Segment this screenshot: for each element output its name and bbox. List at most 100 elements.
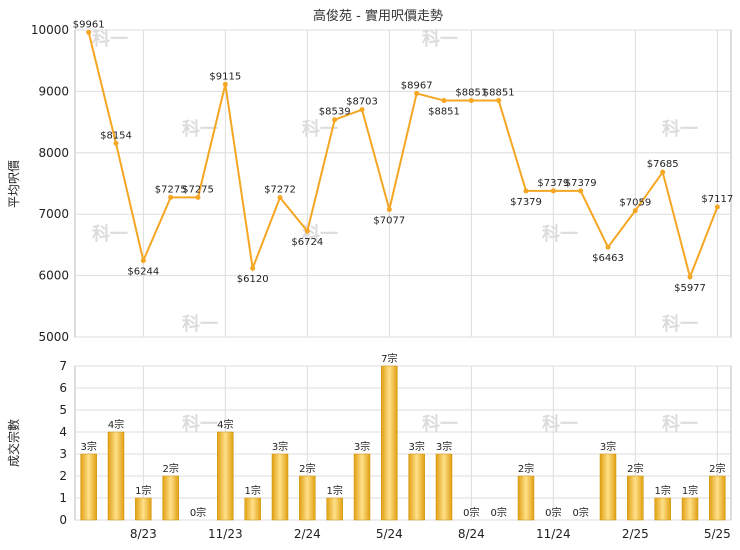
- price-point: [222, 81, 228, 87]
- line-plot-frame: [74, 29, 732, 338]
- price-data-label: $8967: [401, 80, 433, 91]
- x-tick-label: 2/25: [622, 527, 649, 541]
- price-data-label: $8539: [319, 107, 351, 118]
- x-tick-label: 11/23: [208, 527, 243, 541]
- price-data-label: $6120: [237, 274, 269, 285]
- deal-count-bar: [681, 497, 699, 521]
- deal-count-bar: [299, 475, 316, 521]
- deal-count-bar: [381, 365, 398, 521]
- watermark-text: 科一: [302, 223, 338, 245]
- deal-count-label: 2宗: [709, 462, 725, 475]
- bar-y-tick-label: 0: [59, 513, 67, 527]
- line-y-tick-label: 5000: [38, 330, 69, 344]
- price-point: [632, 208, 638, 214]
- deal-count-label: 3宗: [272, 440, 288, 453]
- deal-count-bar: [408, 453, 425, 521]
- line-y-tick-label: 10000: [31, 23, 69, 37]
- price-data-label: $7379: [510, 197, 542, 208]
- deal-count-bar: [135, 497, 152, 521]
- deal-count-bar: [353, 453, 371, 521]
- x-tick-label: 5/24: [376, 527, 403, 541]
- line-y-tick-label: 6000: [38, 269, 69, 283]
- price-data-label: $8851: [483, 88, 515, 99]
- line-y-axis-label: 平均呎價: [7, 160, 21, 208]
- price-point: [386, 206, 392, 212]
- deal-count-label: 1宗: [654, 484, 670, 497]
- deal-count-bar: [217, 431, 234, 521]
- watermark-text: 科一: [92, 28, 128, 50]
- deal-count-label: 4宗: [217, 418, 233, 431]
- deal-count-label: 1宗: [135, 484, 151, 497]
- x-tick-label: 2/24: [294, 527, 321, 541]
- price-point: [687, 274, 693, 280]
- deal-count-label: 3宗: [80, 440, 96, 453]
- deal-count-label: 2宗: [518, 462, 534, 475]
- watermark-text: 科一: [182, 313, 218, 335]
- deal-count-label: 0宗: [490, 506, 506, 519]
- price-point: [359, 107, 365, 113]
- deal-count-bar: [107, 431, 125, 521]
- deal-count-label: 3宗: [600, 440, 616, 453]
- price-data-label: $8851: [428, 107, 460, 118]
- price-point: [304, 228, 310, 234]
- deal-count-bar: [627, 475, 644, 521]
- price-point: [523, 188, 529, 194]
- price-point: [496, 98, 502, 104]
- price-data-label: $8703: [346, 97, 378, 108]
- price-data-label: $7117: [701, 194, 733, 205]
- watermark-text: 科一: [422, 413, 458, 435]
- price-data-label: $9961: [73, 19, 105, 30]
- deal-count-label: 7宗: [381, 352, 397, 365]
- price-data-label: $6724: [291, 237, 323, 248]
- watermark-text: 科一: [182, 413, 218, 435]
- price-point: [605, 244, 611, 250]
- bar-y-tick-label: 1: [59, 491, 67, 505]
- price-point: [140, 258, 146, 264]
- bar-y-tick-label: 4: [59, 425, 67, 439]
- deal-count-label: 4宗: [108, 418, 124, 431]
- deal-count-bar: [435, 453, 453, 521]
- price-data-label: $5977: [674, 283, 706, 294]
- price-series-line: [87, 32, 719, 281]
- deal-count-bar: [271, 453, 289, 521]
- deal-count-bar: [326, 497, 343, 521]
- deal-count-label: 1宗: [326, 484, 342, 497]
- price-data-label: $7275: [182, 184, 214, 195]
- x-tick-label: 8/23: [130, 527, 157, 541]
- price-point: [195, 194, 201, 200]
- deal-count-label: 1宗: [244, 484, 260, 497]
- deal-count-label: 0宗: [572, 506, 588, 519]
- price-point: [441, 98, 447, 104]
- deal-count-bar: [517, 475, 535, 521]
- price-data-label: $7272: [264, 184, 296, 195]
- bar-y-tick-label: 3: [59, 447, 67, 461]
- bar-chart-area: 0 1 2 3 4 5 6 7 8/23 11/23 2/24 5/24 8/24 11/24 2/25 5/…: [59, 352, 732, 541]
- price-data-label: $7275: [155, 184, 187, 195]
- price-point: [277, 194, 283, 200]
- price-data-label: $6244: [127, 267, 159, 278]
- price-point: [714, 204, 720, 210]
- x-tick-label: 8/24: [458, 527, 485, 541]
- deal-count-label: 3宗: [354, 440, 370, 453]
- line-y-tick-label: 7000: [38, 207, 69, 221]
- bar-y-tick-label: 7: [59, 359, 67, 373]
- bar-y-tick-label: 2: [59, 469, 67, 483]
- price-point: [250, 265, 256, 271]
- watermark-text: 科一: [302, 118, 338, 140]
- deal-count-label: 2宗: [299, 462, 315, 475]
- price-data-label: $7379: [537, 178, 569, 189]
- bar-y-tick-label: 6: [59, 381, 67, 395]
- line-y-tick-label: 9000: [38, 84, 69, 98]
- deal-count-label: 0宗: [190, 506, 206, 519]
- deal-count-bar: [162, 475, 179, 521]
- deal-count-label: 2宗: [162, 462, 178, 475]
- x-tick-label: 11/24: [536, 527, 571, 541]
- price-point: [660, 169, 666, 175]
- deal-count-bar: [654, 497, 671, 521]
- price-data-label: $7077: [373, 215, 405, 226]
- price-point: [332, 117, 338, 123]
- price-data-label: $6463: [592, 253, 624, 264]
